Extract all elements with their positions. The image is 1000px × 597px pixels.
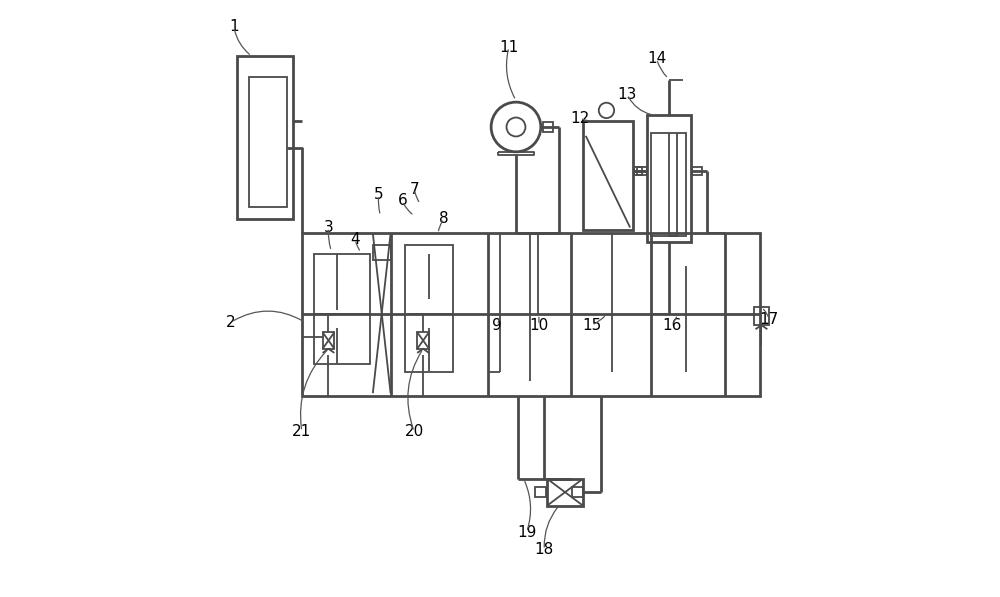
Text: 5: 5 [374,187,384,202]
Bar [302,233,760,396]
Text: 13: 13 [617,87,637,102]
Text: 2: 2 [226,315,236,330]
Text: 10: 10 [529,318,548,333]
Bar [572,487,583,497]
Text: 19: 19 [517,525,536,540]
Bar [323,332,334,349]
Text: 8: 8 [439,211,449,226]
Text: 3: 3 [324,220,333,235]
Bar [547,479,583,506]
Bar [651,133,686,236]
Bar [249,76,287,207]
Bar [692,167,702,176]
Text: 6: 6 [398,193,407,208]
Text: 1: 1 [229,19,239,34]
Text: 14: 14 [647,51,666,66]
Bar [405,245,453,373]
Text: 15: 15 [582,318,601,333]
Text: 18: 18 [535,542,554,558]
Bar [754,307,769,325]
Text: 17: 17 [759,312,779,327]
Bar [314,254,370,364]
Bar [417,332,429,349]
Text: 7: 7 [409,181,419,196]
Bar [637,167,647,176]
Text: 4: 4 [350,232,360,247]
Text: 21: 21 [292,424,311,439]
Bar [543,122,553,132]
Bar [373,245,391,260]
Bar [535,487,546,497]
Text: 12: 12 [570,110,589,125]
Bar [647,115,691,242]
Bar [634,167,642,176]
Text: 9: 9 [492,318,502,333]
Text: 16: 16 [662,318,681,333]
Text: 20: 20 [405,424,424,439]
Bar [583,121,633,230]
Bar [237,56,293,219]
Text: 11: 11 [499,39,518,55]
